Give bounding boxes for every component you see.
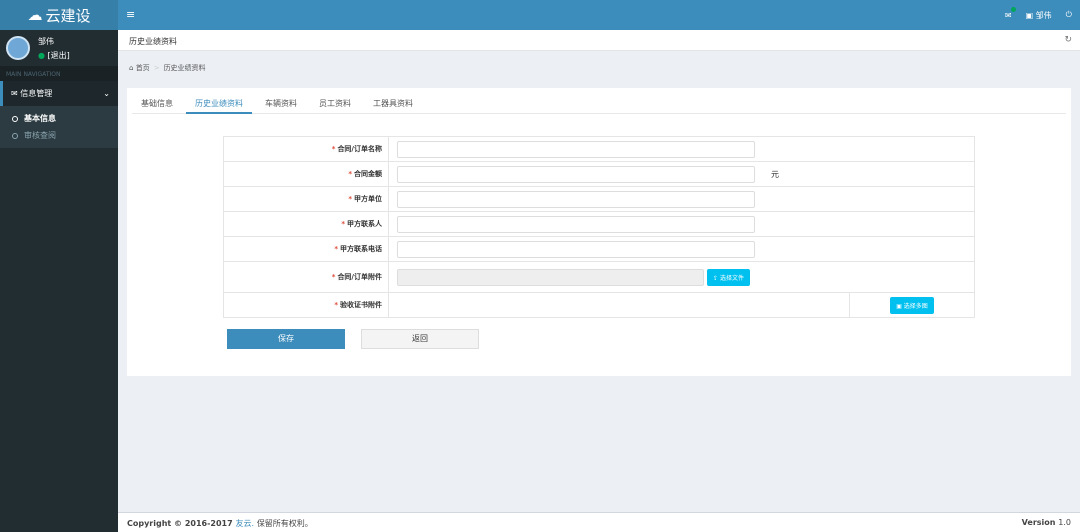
footer: Copyright © 2016-2017 友云. 保留所有权利。 Versio… (118, 512, 1080, 532)
breadcrumb: ⌂ 首页 > 历史业绩资料 (129, 64, 206, 72)
field-label: * 验收证书附件 (223, 292, 389, 318)
company-link[interactable]: 友云. (235, 519, 255, 528)
history-form: * 合同/订单名称 * 合同金额 元 * 甲方单位 * 甲方联系人 * 甲方联系电话 * 合同… (223, 136, 975, 318)
menu-toggle-icon[interactable]: ≡ (126, 8, 136, 21)
field-label: * 合同金额 (223, 161, 389, 187)
tab-history[interactable]: 历史业绩资料 (186, 94, 252, 114)
contract-name-input[interactable] (397, 140, 755, 158)
cloud-icon: ☁ (27, 6, 43, 24)
contract-amount-input[interactable] (397, 165, 755, 183)
logout-link[interactable]: [退出] (47, 50, 70, 60)
upload-icon: ⇪ (713, 274, 719, 282)
chevron-down-icon: ⌄ (103, 89, 110, 98)
online-icon: ● (38, 50, 45, 60)
tab-basic[interactable]: 基础信息 (141, 99, 173, 108)
field-label: * 甲方联系电话 (223, 236, 389, 262)
avatar (6, 36, 30, 60)
breadcrumb-current: 历史业绩资料 (163, 64, 206, 72)
tab-tools[interactable]: 工器具资料 (373, 99, 413, 108)
party-a-phone-input[interactable] (397, 240, 755, 258)
field-label: * 合同/订单附件 (223, 261, 389, 293)
nav-header: MAIN NAVIGATION (0, 66, 118, 81)
contract-file-input (397, 268, 704, 286)
breadcrumb-home[interactable]: 首页 (135, 64, 150, 72)
sidebar: 邹伟 ● [退出] MAIN NAVIGATION ✉ 信息管理 ⌄ 基本信息 审… (0, 30, 118, 532)
unit-label: 元 (771, 169, 779, 179)
logo[interactable]: ☁ 云建设 (0, 0, 118, 30)
mail-icon[interactable]: ✉ (1005, 6, 1016, 20)
content-panel: 基础信息 历史业绩资料 车辆资料 员工资料 工器具资料 * 合同/订单名称 * 合同… (127, 88, 1071, 376)
sidebar-menu-info[interactable]: ✉ 信息管理 ⌄ (0, 81, 118, 106)
sidebar-item-basic[interactable]: 基本信息 (0, 110, 118, 127)
image-icon: ▣ (896, 302, 902, 310)
sidebar-item-review[interactable]: 审核查阅 (0, 127, 118, 144)
party-a-contact-input[interactable] (397, 215, 755, 233)
page-title: 历史业绩资料 (129, 37, 177, 46)
tab-staff[interactable]: 员工资料 (319, 99, 351, 108)
party-a-unit-input[interactable] (397, 190, 755, 208)
page-title-bar: 历史业绩资料 ↻ (118, 30, 1080, 51)
back-button[interactable]: 返回 (361, 329, 479, 349)
choose-file-button[interactable]: ⇪ 选择文件 (707, 268, 750, 286)
user-menu[interactable]: ▣ 邹伟 (1025, 10, 1052, 20)
circle-icon (12, 115, 18, 122)
field-label: * 甲方单位 (223, 186, 389, 212)
tab-vehicles[interactable]: 车辆资料 (265, 99, 297, 108)
home-icon: ⌂ (129, 64, 134, 72)
field-label: * 甲方联系人 (223, 211, 389, 237)
circle-icon (12, 132, 18, 139)
refresh-icon[interactable]: ↻ (1064, 35, 1072, 45)
user-name: 邹伟 (38, 36, 54, 46)
save-button[interactable]: 保存 (227, 329, 345, 349)
envelope-icon: ✉ (11, 89, 18, 98)
logout-icon[interactable]: ⏻ (1065, 10, 1072, 19)
field-label: * 合同/订单名称 (223, 136, 389, 162)
choose-images-button[interactable]: ▣ 选择多图 (890, 296, 934, 314)
top-header: ☁ 云建设 ≡ ✉ ▣ 邹伟 ⏻ (0, 0, 1080, 30)
